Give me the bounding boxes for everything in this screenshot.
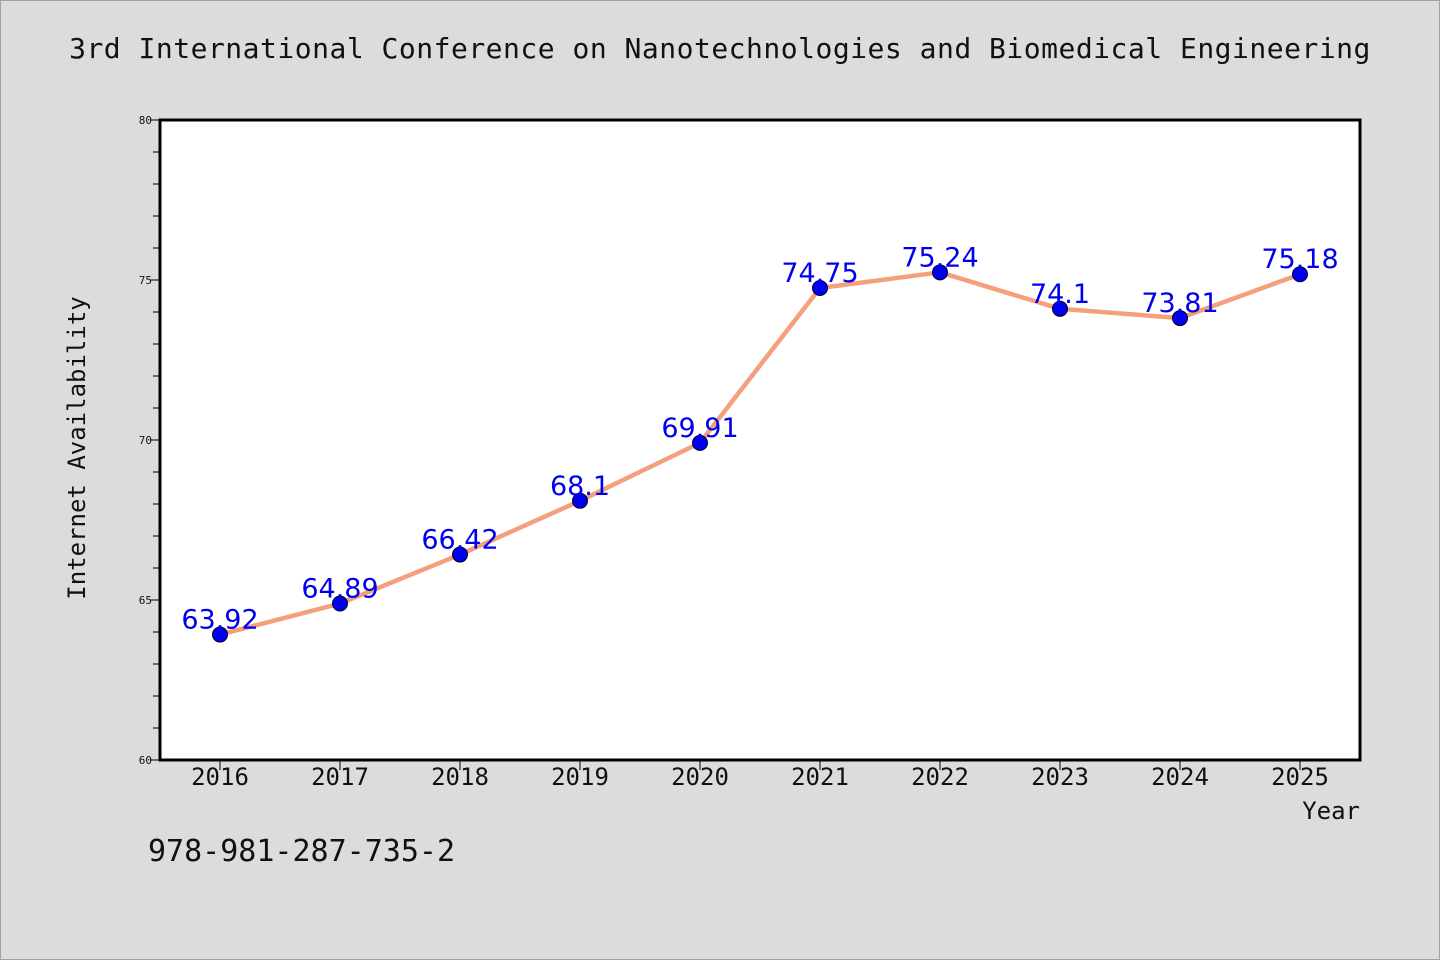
- data-point-marker: [332, 595, 348, 612]
- data-point-marker: [1172, 310, 1188, 327]
- x-tick-label: 2021: [791, 763, 849, 791]
- data-point-marker: [572, 492, 588, 509]
- y-axis-ticks: 60 65 70 75 80: [139, 114, 160, 767]
- y-tick-label: 60: [139, 754, 152, 767]
- series-markers: [212, 264, 1308, 643]
- x-tick-label: 2018: [431, 763, 489, 791]
- y-tick-label: 80: [139, 114, 152, 127]
- data-label: 74.75: [781, 258, 858, 289]
- x-tick-label: 2024: [1151, 763, 1209, 791]
- data-label: 64.89: [301, 574, 378, 605]
- x-tick-label: 2025: [1271, 763, 1329, 791]
- data-label: 68.1: [550, 471, 610, 502]
- data-point-marker: [812, 280, 828, 296]
- isbn-text: 978-981-287-735-2: [148, 834, 456, 869]
- y-axis-label: Internet Availability: [63, 296, 91, 599]
- plot-area: [158, 118, 1362, 762]
- data-point-marker: [1292, 266, 1308, 283]
- data-point-marker: [692, 434, 708, 451]
- data-point-marker: [212, 626, 228, 643]
- y-tick-label: 70: [139, 434, 152, 447]
- x-tick-label: 2023: [1031, 763, 1089, 791]
- x-axis-label: Year: [1302, 797, 1360, 825]
- x-tick-label: 2017: [311, 763, 369, 791]
- data-label: 74.1: [1030, 279, 1090, 310]
- x-tick-label: 2016: [191, 763, 249, 791]
- data-point-marker: [932, 264, 948, 281]
- y-tick-label: 75: [139, 274, 152, 287]
- data-label: 69.91: [661, 413, 738, 444]
- x-axis-ticks: 2016 2017 2018 2019 2020 2021 2022 2023 2024 2025: [191, 760, 1329, 791]
- data-point-marker: [452, 546, 468, 563]
- x-tick-label: 2022: [911, 763, 969, 791]
- chart-title: 3rd International Conference on Nanotech…: [69, 32, 1371, 65]
- data-label: 75.24: [901, 242, 978, 273]
- data-point-marker: [1052, 300, 1068, 317]
- data-label: 73.81: [1141, 288, 1218, 319]
- x-tick-label: 2019: [551, 763, 609, 791]
- series-line: [217, 270, 1303, 637]
- x-tick-label: 2020: [671, 763, 729, 791]
- data-label: 66.42: [421, 525, 498, 556]
- data-label: 75.18: [1261, 244, 1338, 275]
- y-tick-label: 65: [139, 594, 152, 607]
- data-labels: 63.92 64.89 66.42 68.1 69.91 74.75 75.24 74.1 73…: [181, 242, 1338, 635]
- data-label: 63.92: [181, 605, 258, 636]
